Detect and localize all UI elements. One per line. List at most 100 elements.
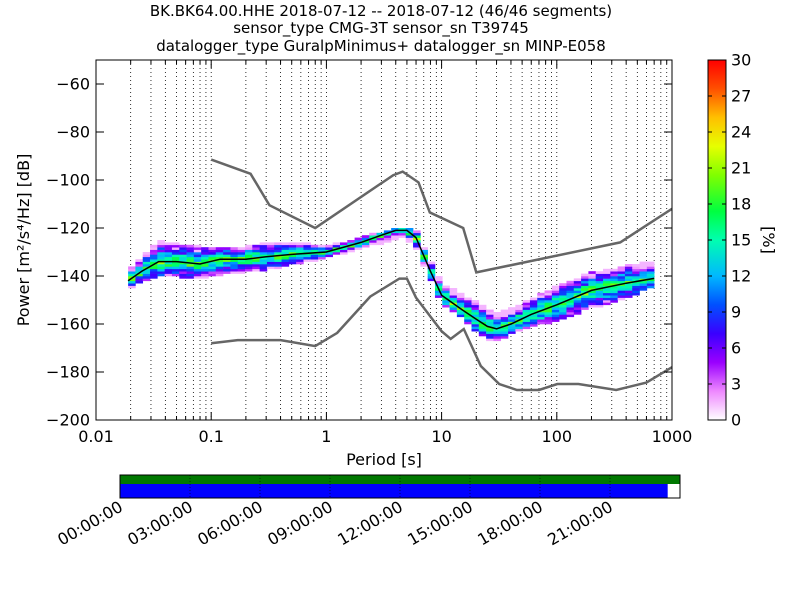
density-cell [201, 264, 209, 267]
density-cell [201, 271, 209, 274]
density-cell [288, 254, 297, 258]
density-cell [449, 300, 458, 303]
density-cell [515, 326, 523, 330]
density-cell [632, 273, 640, 277]
y-tick-label: −140 [46, 267, 90, 286]
density-cell [274, 247, 282, 250]
density-cell [164, 268, 173, 272]
density-cell [537, 307, 545, 310]
density-cell [179, 256, 187, 260]
density-cell [515, 312, 523, 315]
density-cell [383, 235, 392, 238]
density-cell [252, 266, 260, 270]
density-cell [427, 276, 436, 279]
density-cell [624, 285, 633, 289]
density-cell [573, 309, 582, 313]
density-cell [237, 249, 246, 253]
density-cell [617, 297, 626, 301]
density-cell [128, 273, 136, 277]
density-cell [142, 271, 151, 274]
density-cell [193, 247, 202, 250]
density-cell [193, 249, 202, 253]
density-cell [208, 266, 217, 270]
density-cell [573, 283, 582, 286]
density-cell [339, 249, 348, 253]
density-cell [164, 271, 173, 274]
density-cell [179, 268, 187, 272]
density-cell [245, 264, 253, 267]
density-cell [237, 266, 246, 270]
density-cell [471, 326, 480, 330]
density-cell [310, 259, 319, 262]
density-cell [478, 331, 487, 334]
density-cell [588, 285, 597, 289]
density-cell [624, 273, 633, 277]
density-cell [551, 304, 560, 308]
density-cell [508, 324, 516, 327]
density-cell [413, 242, 421, 246]
density-cell [288, 259, 297, 262]
density-cell [230, 266, 239, 270]
density-cell [223, 266, 231, 270]
density-cell [632, 266, 640, 270]
density-cell [610, 268, 618, 272]
colorbar-label: [%] [759, 226, 778, 254]
timeline-tick-label: 03:00:00 [124, 497, 196, 549]
density-cell [157, 268, 165, 272]
density-cell [288, 256, 297, 260]
density-cell [515, 316, 523, 320]
density-cell [500, 314, 509, 318]
density-cell [193, 256, 202, 260]
density-cell [544, 302, 553, 306]
density-cell [486, 321, 494, 325]
density-cell [318, 249, 326, 253]
density-cell [471, 328, 480, 332]
density-cell [252, 264, 260, 267]
density-cell [230, 268, 239, 272]
density-cell [639, 288, 648, 291]
density-cell [566, 307, 575, 310]
density-cell [230, 264, 239, 267]
density-cell [500, 309, 509, 313]
density-cell [171, 249, 180, 253]
density-cell [624, 266, 633, 270]
density-cell [581, 292, 589, 296]
density-cell [208, 271, 217, 274]
density-cell [164, 254, 173, 258]
density-cell [259, 242, 268, 246]
density-cell [493, 312, 502, 315]
density-cell [646, 276, 655, 279]
density-cell [529, 297, 538, 301]
density-cell [171, 256, 180, 260]
density-cell [478, 312, 487, 315]
density-cell [259, 259, 268, 262]
density-cell [632, 288, 640, 291]
density-cell [237, 254, 246, 258]
density-cell [252, 261, 260, 265]
density-cell [157, 244, 165, 248]
density-cell [339, 247, 348, 250]
density-cell [186, 244, 195, 248]
low-noise-model-curve [211, 277, 672, 392]
density-cell [522, 324, 531, 327]
density-cell [595, 276, 604, 279]
density-cell [245, 252, 253, 255]
density-cell [588, 283, 597, 286]
density-cell [361, 237, 370, 241]
density-cell [193, 266, 202, 270]
density-cell [610, 292, 618, 296]
density-cell [493, 331, 502, 334]
density-cell [128, 278, 136, 282]
density-cell [266, 261, 275, 265]
density-cell [245, 247, 253, 250]
density-cell [559, 283, 567, 286]
colorbar-tick-label: 18 [731, 195, 751, 214]
density-cell [500, 324, 509, 327]
density-cell [632, 278, 640, 282]
density-cell [573, 290, 582, 294]
density-cell [150, 264, 158, 267]
density-cell [128, 268, 136, 272]
density-cell [559, 309, 567, 313]
density-cell [171, 268, 180, 272]
density-cell [603, 290, 611, 294]
